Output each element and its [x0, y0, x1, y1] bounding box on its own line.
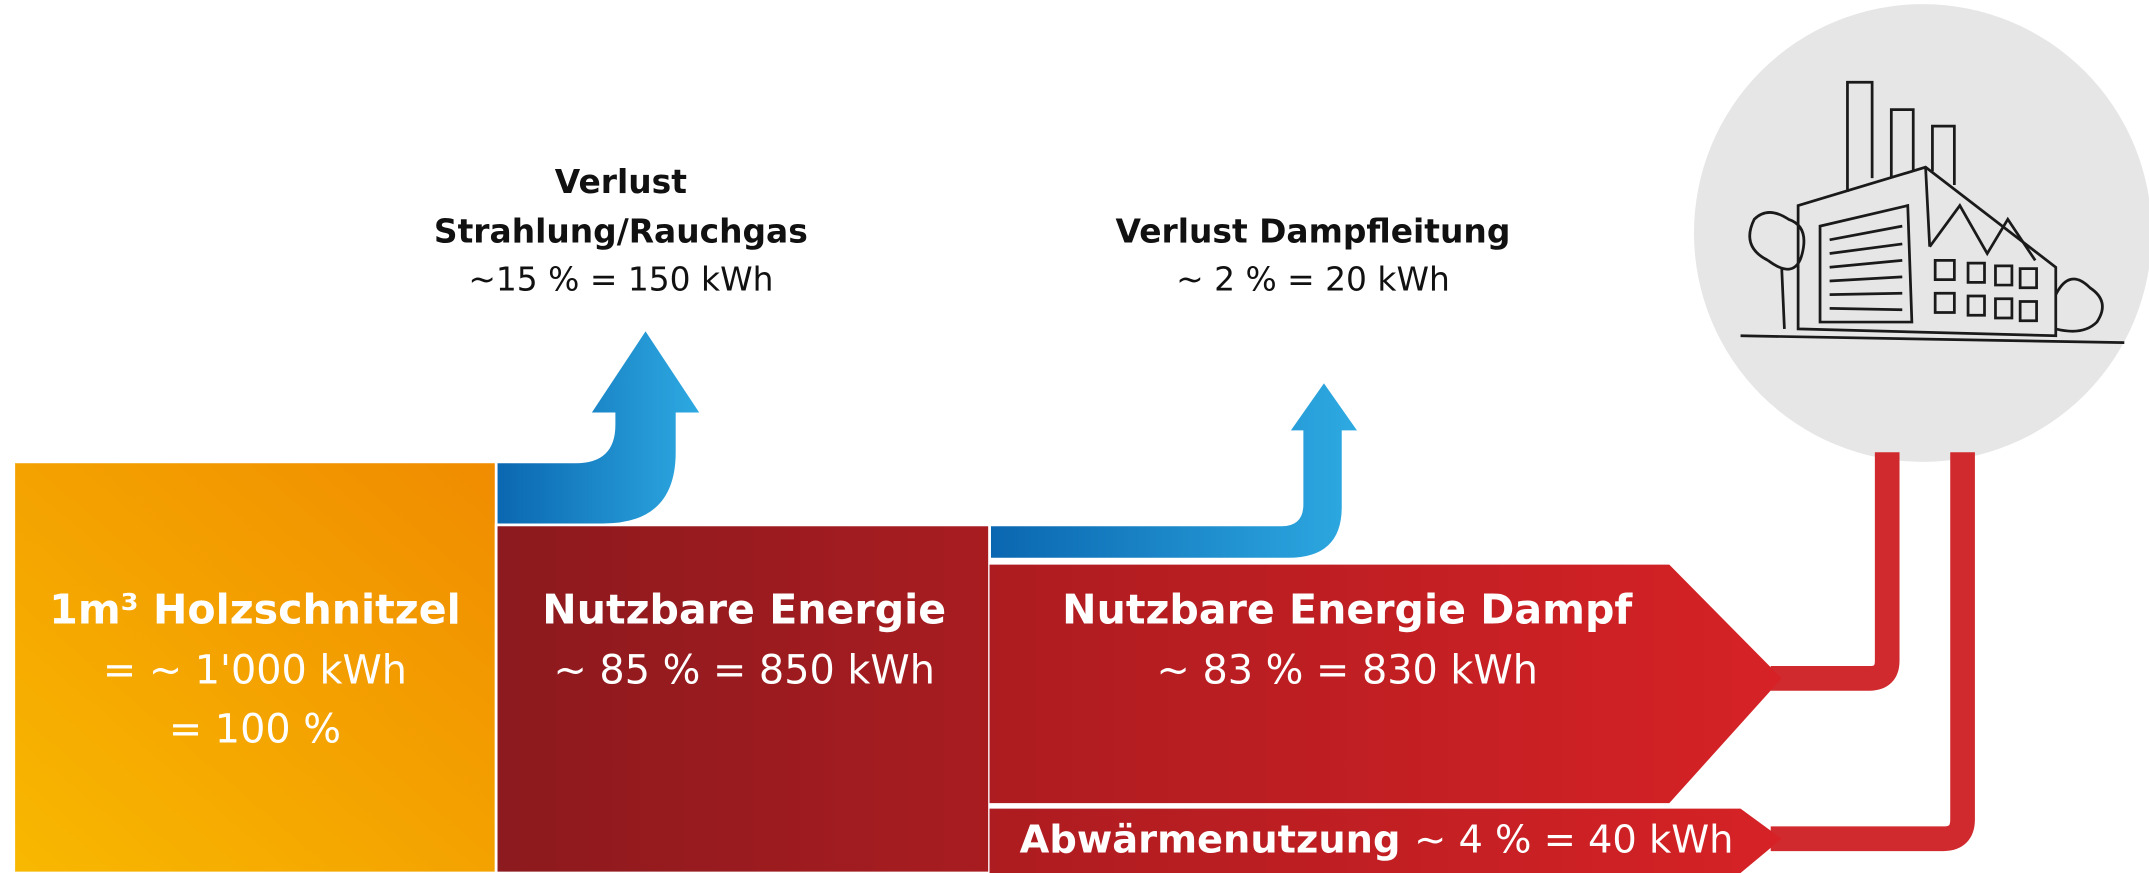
steam-title: Nutzbare Energie Dampf: [1062, 586, 1633, 634]
loss-flue-title: Strahlung/Rauchgas: [434, 211, 808, 250]
usable-value: ~ 85 % = 850 kWh: [554, 647, 935, 693]
source-title: 1m³ Holzschnitzel: [49, 586, 460, 634]
loss-steam-value: ~ 2 % = 20 kWh: [1176, 259, 1450, 298]
loss-flue-value: ~15 % = 150 kWh: [468, 259, 773, 298]
pipe: [1770, 452, 1900, 691]
pipe: [1770, 452, 1975, 852]
source-line: = 100 %: [169, 706, 341, 752]
loss-steam-title: Verlust Dampfleitung: [1116, 211, 1511, 250]
source-block: [12, 460, 498, 873]
steam-value: ~ 83 % = 830 kWh: [1157, 647, 1538, 693]
usable-title: Nutzbare Energie: [542, 586, 946, 634]
factory-icon: [1740, 80, 2125, 344]
loss-arrow: [494, 326, 705, 527]
usable-block: [494, 523, 991, 873]
waste-heat-arrow: [989, 808, 1782, 873]
waste-heat-title: Abwärmenutzung: [1020, 817, 1401, 862]
loss-flue-title: Verlust: [555, 162, 687, 201]
steam-arrow: [989, 564, 1782, 804]
waste-heat-label: Abwärmenutzung ~ 4 % = 40 kWh: [1020, 817, 1734, 862]
waste-heat-value: ~ 4 % = 40 kWh: [1414, 817, 1733, 862]
factory-circle: [1694, 4, 2149, 462]
loss-arrow: [988, 378, 1363, 561]
source-line: = ~ 1'000 kWh: [103, 647, 407, 693]
